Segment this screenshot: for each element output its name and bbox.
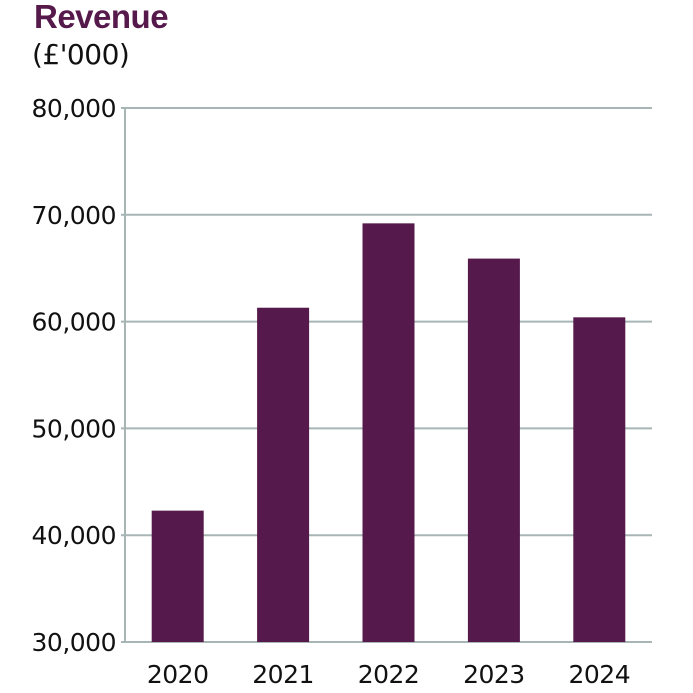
y-tick-label: 30,000 (32, 628, 116, 657)
x-axis-labels: 2020 2021 2022 2023 2024 (147, 660, 631, 689)
y-tick-label: 70,000 (32, 201, 116, 230)
x-tick-label: 2024 (568, 660, 630, 689)
bar-2022 (362, 223, 415, 642)
x-tick-label: 2023 (463, 660, 525, 689)
y-tick-label: 60,000 (32, 308, 116, 337)
y-axis-labels: 30,000 40,000 50,000 60,000 70,000 80,000 (32, 94, 117, 657)
chart-subtitle: (£'000) (32, 38, 130, 71)
y-tick-label: 40,000 (32, 521, 116, 550)
y-tick-label: 80,000 (32, 94, 116, 123)
x-tick-label: 2020 (147, 660, 209, 689)
bar-2023 (467, 258, 520, 642)
bars (151, 223, 626, 642)
bar-2021 (257, 307, 310, 642)
chart-title: Revenue (34, 0, 169, 35)
bar-2020 (151, 510, 204, 642)
bar-2024 (573, 317, 626, 642)
x-tick-label: 2021 (252, 660, 314, 689)
x-tick-label: 2022 (358, 660, 420, 689)
y-tick-label: 50,000 (32, 414, 116, 443)
